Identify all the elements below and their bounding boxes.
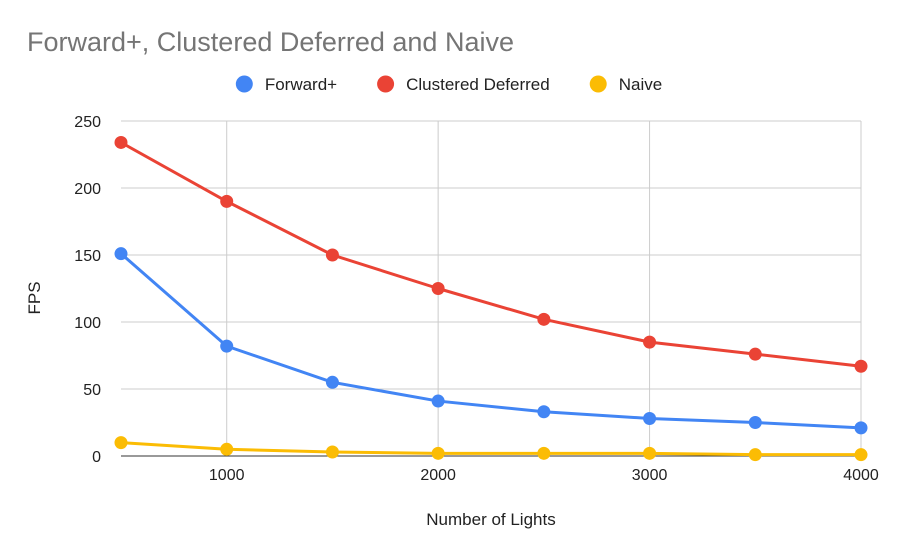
data-point [114, 436, 128, 450]
data-point [854, 421, 868, 435]
chart-title: Forward+, Clustered Deferred and Naive [27, 27, 514, 57]
y-tick-label: 100 [74, 315, 101, 332]
data-point [114, 135, 128, 149]
legend-marker [235, 75, 253, 93]
legend: Forward+ Clustered Deferred Naive [235, 75, 662, 94]
data-point [220, 339, 234, 353]
series-line [119, 140, 863, 368]
data-point [220, 442, 234, 456]
data-point [643, 446, 657, 460]
y-axis-title: FPS [25, 281, 44, 314]
data-point [537, 405, 551, 419]
data-point [537, 446, 551, 460]
x-axis-tick-labels: 1000 2000 3000 4000 [209, 467, 879, 484]
gridlines [121, 120, 862, 456]
y-tick-label: 0 [92, 449, 101, 466]
series-layer [114, 135, 868, 462]
y-tick-label: 150 [74, 248, 101, 265]
data-point [748, 416, 762, 429]
data-point [431, 446, 445, 460]
data-point [748, 347, 762, 361]
data-point [431, 282, 445, 295]
legend-label: Clustered Deferred [406, 75, 550, 94]
x-axis-title: Number of Lights [426, 510, 555, 529]
data-point [325, 445, 339, 459]
y-axis-tick-labels: 0 50 100 150 200 250 [74, 114, 101, 466]
series-clustered-deferred [114, 135, 868, 373]
legend-item: Forward+ [235, 75, 337, 94]
legend-label: Naive [619, 75, 662, 94]
x-tick-label: 4000 [843, 467, 879, 484]
data-point [431, 394, 445, 408]
data-point [643, 335, 657, 349]
series-naive [114, 436, 868, 462]
y-tick-label: 50 [83, 382, 101, 399]
series-line [119, 252, 863, 430]
x-tick-label: 3000 [632, 467, 668, 484]
data-point [537, 312, 551, 326]
data-point [854, 448, 868, 462]
legend-item: Naive [589, 75, 662, 94]
data-point [854, 359, 868, 373]
data-point [643, 411, 657, 425]
y-tick-label: 250 [74, 114, 101, 131]
data-point [325, 248, 339, 262]
data-point [114, 247, 128, 261]
series-line [119, 441, 863, 457]
legend-label: Forward+ [265, 75, 337, 94]
legend-marker [377, 75, 395, 93]
y-tick-label: 200 [74, 181, 101, 198]
legend-item: Clustered Deferred [377, 75, 550, 94]
data-point [748, 448, 762, 462]
x-tick-label: 1000 [209, 467, 245, 484]
data-point [325, 375, 339, 389]
data-point [220, 194, 234, 208]
legend-marker [589, 75, 607, 93]
series-forward [114, 247, 868, 435]
x-tick-label: 2000 [420, 467, 456, 484]
